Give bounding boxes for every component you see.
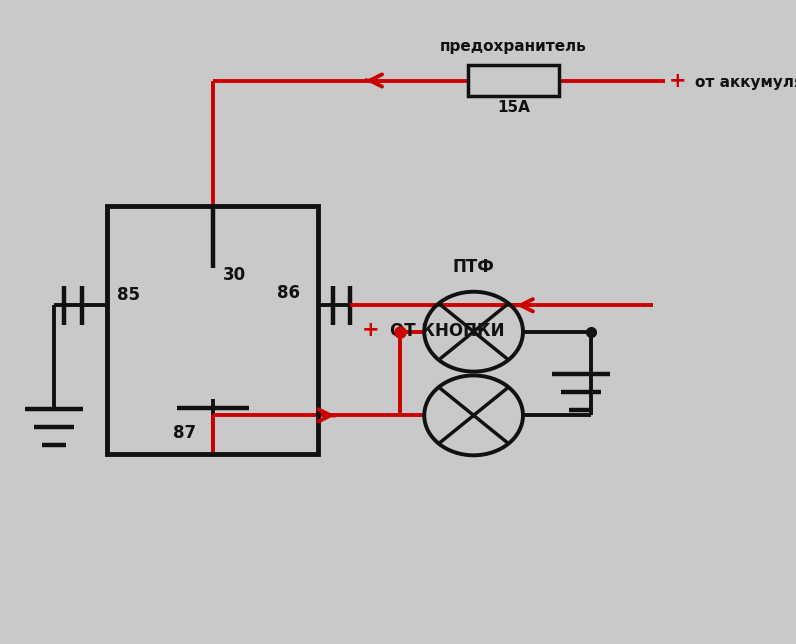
Text: +: + [669, 71, 686, 91]
Text: 15А: 15А [497, 100, 530, 115]
Text: ПТФ: ПТФ [453, 258, 494, 276]
Text: 30: 30 [223, 266, 246, 283]
Text: ОТ КНОПКИ: ОТ КНОПКИ [390, 322, 505, 340]
Text: 85: 85 [117, 286, 140, 304]
Bar [107, 206, 318, 454]
Text: от аккумулятора: от аккумулятора [695, 75, 796, 90]
Bar [468, 65, 560, 96]
Text: +: + [362, 320, 380, 340]
Text: 86: 86 [277, 283, 300, 301]
Text: 87: 87 [174, 424, 197, 442]
Text: предохранитель: предохранитель [440, 39, 587, 54]
